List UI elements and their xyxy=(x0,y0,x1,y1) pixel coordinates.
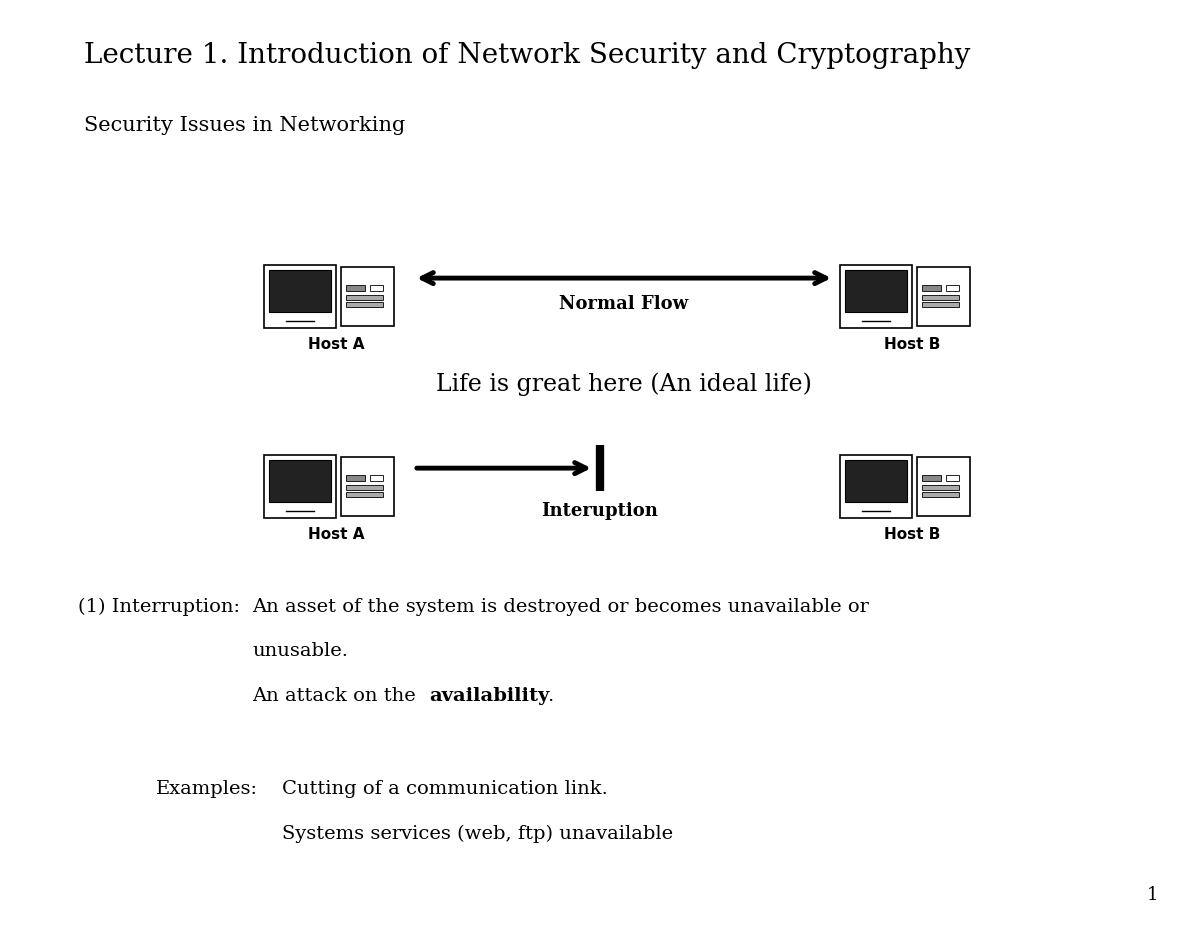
Bar xyxy=(946,475,959,481)
Bar xyxy=(922,485,959,489)
Text: Systems services (web, ftp) unavailable: Systems services (web, ftp) unavailable xyxy=(282,825,673,843)
Text: Life is great here (An ideal life): Life is great here (An ideal life) xyxy=(436,373,812,396)
Bar xyxy=(922,492,959,497)
Bar xyxy=(264,455,336,518)
Text: Lecture 1. Introduction of Network Security and Cryptography: Lecture 1. Introduction of Network Secur… xyxy=(84,42,971,69)
Bar xyxy=(346,285,365,291)
Bar xyxy=(845,460,907,502)
Bar xyxy=(346,485,383,489)
Bar xyxy=(346,302,383,307)
Text: Examples:: Examples: xyxy=(156,781,258,798)
Bar xyxy=(346,475,365,481)
Text: An asset of the system is destroyed or becomes unavailable or: An asset of the system is destroyed or b… xyxy=(252,598,869,616)
Bar xyxy=(269,270,331,312)
Bar xyxy=(370,475,383,481)
Bar xyxy=(922,285,941,291)
Bar xyxy=(922,302,959,307)
Bar xyxy=(946,285,959,291)
Bar xyxy=(840,455,912,518)
Text: An attack on the: An attack on the xyxy=(252,687,422,705)
Text: Host B: Host B xyxy=(884,337,940,352)
Text: Security Issues in Networking: Security Issues in Networking xyxy=(84,116,406,134)
Bar xyxy=(346,492,383,497)
Text: availability: availability xyxy=(430,687,550,705)
Bar xyxy=(840,265,912,328)
Text: .: . xyxy=(547,687,553,705)
Bar xyxy=(341,457,394,516)
Text: Cutting of a communication link.: Cutting of a communication link. xyxy=(282,781,608,798)
Bar xyxy=(264,265,336,328)
Bar xyxy=(922,475,941,481)
Text: (1) Interruption:: (1) Interruption: xyxy=(78,598,240,616)
Bar xyxy=(845,270,907,312)
Bar xyxy=(341,267,394,326)
Text: Host B: Host B xyxy=(884,527,940,542)
Text: Host A: Host A xyxy=(307,527,365,542)
Text: 1: 1 xyxy=(1146,886,1158,904)
Text: unusable.: unusable. xyxy=(252,642,348,660)
Bar xyxy=(370,285,383,291)
Bar xyxy=(269,460,331,502)
Bar xyxy=(346,295,383,299)
Text: Normal Flow: Normal Flow xyxy=(559,295,689,312)
Bar xyxy=(922,295,959,299)
Text: Host A: Host A xyxy=(307,337,365,352)
Bar xyxy=(917,267,970,326)
Text: Interuption: Interuption xyxy=(541,502,659,520)
Bar xyxy=(917,457,970,516)
